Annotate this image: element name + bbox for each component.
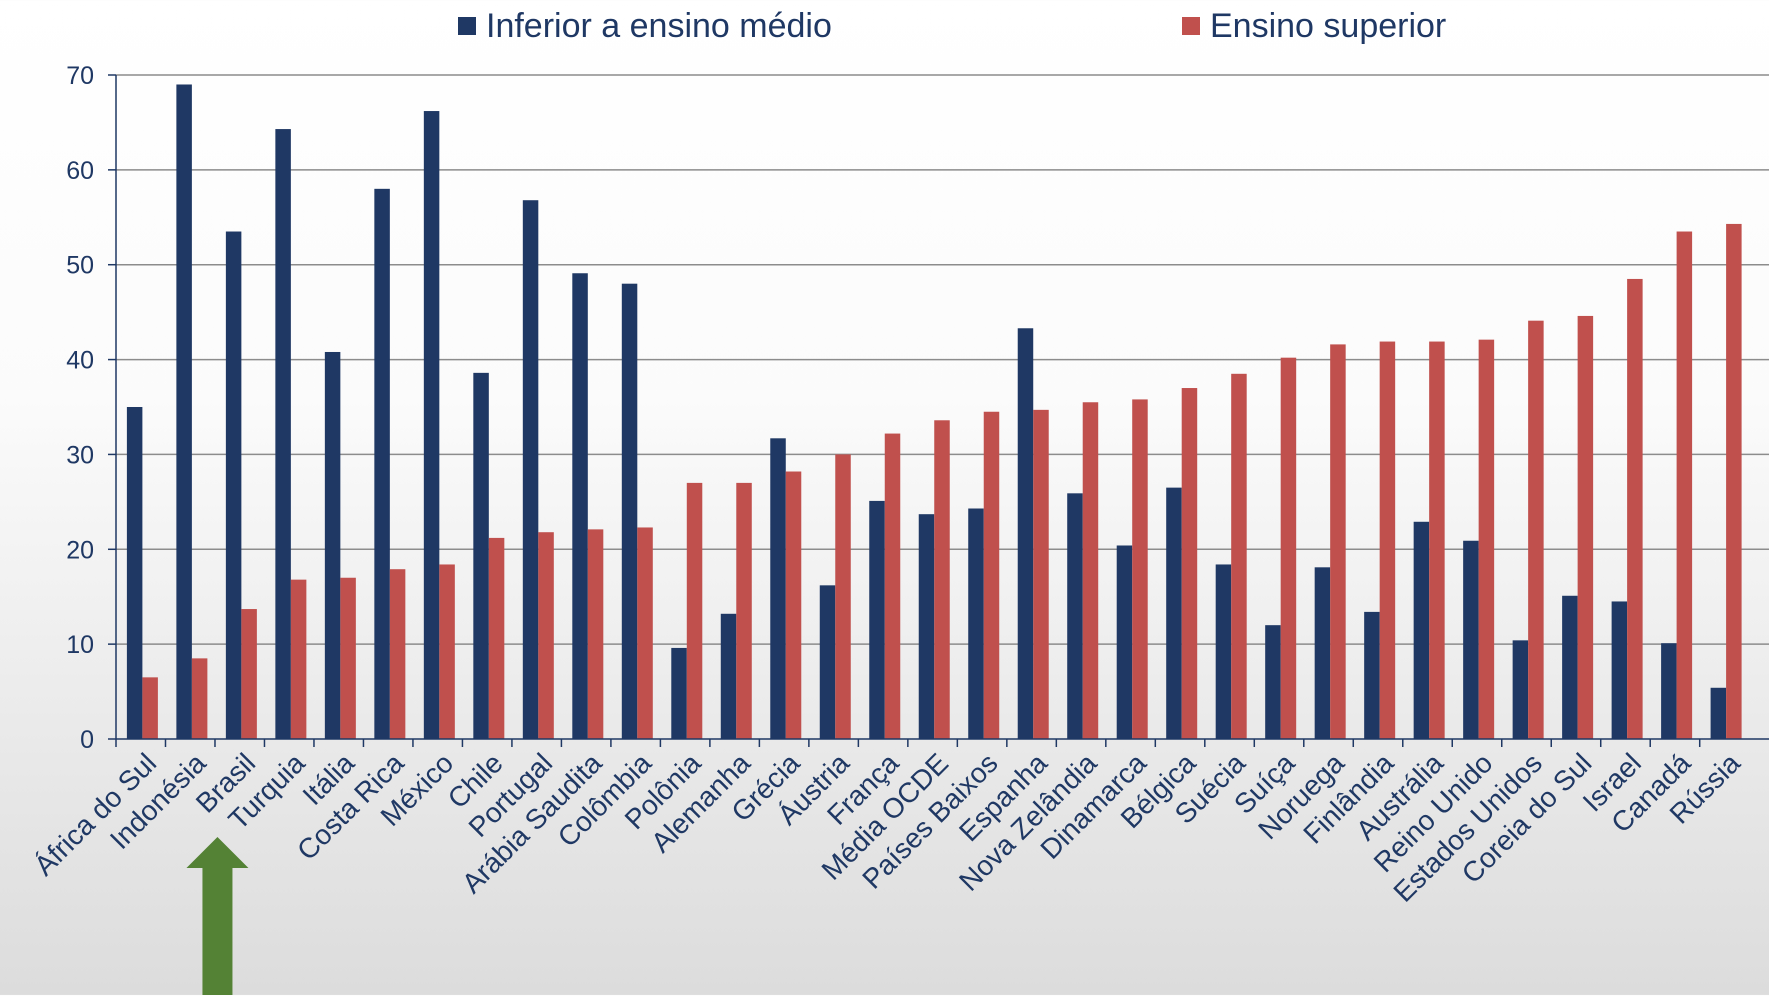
y-tick-label: 0	[80, 726, 94, 754]
bar-inferior	[1215, 564, 1232, 739]
bar-inferior	[1562, 595, 1578, 739]
bars	[126, 84, 1742, 740]
bar-superior	[1726, 223, 1742, 739]
bar-superior	[983, 411, 1000, 739]
bar-superior	[1082, 402, 1099, 739]
bar-superior	[884, 433, 901, 739]
arrow-shape	[186, 837, 249, 995]
bar-superior	[1231, 373, 1247, 739]
bar-inferior	[1314, 567, 1331, 739]
bar-superior	[1627, 278, 1643, 739]
bar-superior	[835, 454, 851, 739]
bar-inferior	[1116, 545, 1133, 739]
y-axis-ticks: 0 10 20 30 40 50 60 70	[66, 62, 116, 754]
bar-superior	[1676, 231, 1693, 739]
bar-inferior	[522, 200, 539, 739]
bar-superior	[587, 529, 604, 739]
bar-superior	[934, 420, 950, 739]
bar-inferior	[720, 613, 737, 739]
bar-superior	[191, 658, 208, 739]
bar-inferior	[1710, 687, 1727, 739]
bar-inferior	[176, 84, 192, 739]
bar-inferior	[1166, 487, 1182, 739]
bar-inferior	[1364, 611, 1380, 739]
legend-label-superior: Ensino superior	[1210, 7, 1446, 45]
bar-superior	[1330, 344, 1346, 739]
bar-superior	[785, 471, 802, 739]
bar-inferior	[1661, 643, 1677, 739]
y-tick-label: 60	[66, 157, 94, 185]
bar-superior	[1577, 315, 1594, 739]
legend: Inferior a ensino médio Ensino superior	[458, 7, 1446, 45]
bar-superior	[686, 482, 703, 739]
y-tick-label: 70	[66, 62, 94, 90]
bar-inferior	[1413, 521, 1430, 739]
bar-inferior	[572, 273, 588, 739]
bar-superior	[340, 577, 356, 739]
bar-superior	[736, 482, 752, 739]
bar-superior	[1478, 339, 1495, 739]
bar-superior	[1033, 409, 1049, 739]
bar-inferior	[1017, 328, 1034, 739]
legend-swatch-inferior	[458, 17, 476, 35]
bar-inferior	[275, 129, 291, 739]
y-tick-label: 40	[66, 347, 94, 375]
bar-inferior	[324, 351, 341, 739]
bar-inferior	[671, 647, 687, 739]
bar-superior	[439, 564, 455, 739]
bar-inferior	[126, 407, 143, 739]
bar-superior	[1379, 341, 1396, 739]
bar-superior	[241, 609, 257, 739]
bar-superior	[1528, 320, 1544, 739]
x-axis-labels: África do SulIndonésiaBrasilTurquiaItáli…	[28, 747, 1746, 908]
green-arrow-icon	[186, 837, 249, 995]
bar-superior	[538, 532, 554, 739]
bar-superior	[1280, 357, 1297, 739]
bar-inferior	[225, 231, 242, 739]
bar-inferior	[968, 508, 984, 739]
legend-label-inferior: Inferior a ensino médio	[486, 7, 832, 45]
y-tick-label: 20	[66, 536, 94, 564]
bar-inferior	[423, 111, 440, 739]
bar-inferior	[869, 500, 885, 739]
y-tick-label: 10	[66, 631, 94, 659]
bar-superior	[290, 579, 307, 739]
bar-inferior	[819, 585, 836, 739]
bar-inferior	[770, 438, 786, 739]
bar-inferior	[473, 372, 489, 739]
bar-inferior	[1463, 540, 1479, 739]
legend-swatch-superior	[1182, 17, 1200, 35]
bar-inferior	[1067, 493, 1083, 739]
bar-inferior	[1611, 601, 1628, 739]
bar-superior	[1429, 341, 1445, 739]
bar-inferior	[1512, 640, 1529, 739]
axes	[115, 75, 1769, 747]
bar-inferior	[374, 188, 390, 740]
y-tick-label: 30	[66, 441, 94, 469]
bar-inferior	[918, 514, 935, 739]
bar-superior	[1132, 399, 1148, 739]
bar-superior	[389, 569, 406, 739]
bar-superior	[1181, 388, 1198, 739]
y-tick-label: 50	[66, 252, 94, 280]
bar-inferior	[1265, 625, 1281, 739]
bar-superior	[488, 537, 505, 739]
bar-superior	[637, 527, 653, 739]
bar-inferior	[621, 283, 638, 739]
bar-superior	[142, 677, 158, 739]
